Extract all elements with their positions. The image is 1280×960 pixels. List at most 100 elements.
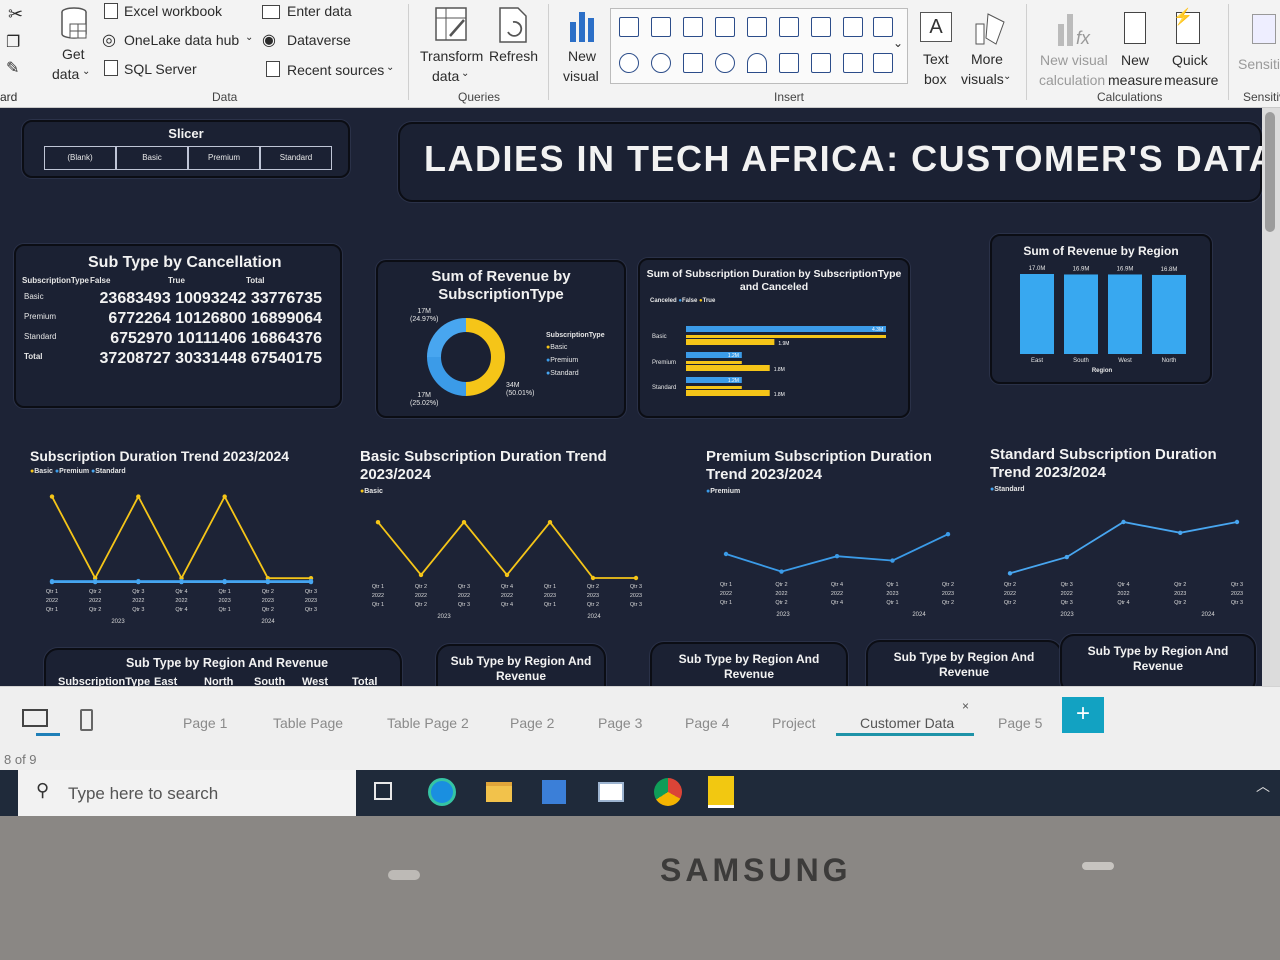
desktop-view-icon[interactable] [22,709,48,727]
bar-label-false: 4.3M [872,327,883,333]
treemap-icon[interactable] [683,53,703,73]
region-revenue-card-4[interactable]: Sub Type by Region And Revenue [1060,634,1256,686]
trend-tick-label: 2023 [630,593,642,599]
donut-chart[interactable] [378,262,624,416]
chrome-icon[interactable] [654,778,682,806]
tab-page-5[interactable]: Page 5 [998,715,1043,731]
region-bar-chart[interactable]: 17.0M East 16.9M South 16.9M West 16.8M North Re… [992,236,1210,382]
trend-tick-label: Qtr 3 [1231,582,1243,588]
task-view-icon[interactable] [374,782,392,800]
laptop-bezel: SAMSUNG [0,816,1280,960]
tab-page-1[interactable]: Page 1 [183,715,228,731]
combo-chart-icon[interactable] [779,17,799,37]
cut-icon[interactable]: ✂ [8,4,24,24]
line-chart-icon[interactable] [811,17,831,37]
tab-page-2[interactable]: Page 2 [510,715,555,731]
copy-icon[interactable]: ❐ [6,34,21,51]
header-west: West [302,676,329,686]
pie-chart-icon[interactable] [619,53,639,73]
tab-table-page[interactable]: Table Page [273,715,344,731]
tab-customer-data[interactable]: Customer Data [860,715,955,731]
trend-tick-label: Qtr 1 [886,582,898,588]
cancellation-table-card[interactable]: Sub Type by Cancellation SubscriptionTyp… [14,244,342,408]
map-icon[interactable] [715,53,735,73]
region-bar-card[interactable]: Sum of Revenue by Region 17.0M East 16.9M S… [990,234,1212,384]
row-label-total: Total [24,352,43,361]
donut-label-basic: 34M (50.01%) [506,382,535,397]
donut-chart-icon[interactable] [651,53,671,73]
area-chart-icon[interactable] [843,17,863,37]
vertical-scrollbar[interactable] [1262,108,1280,686]
trend-tick-label: Qtr 1 [372,584,384,590]
revenue-donut-card[interactable]: Sum of Revenue by SubscriptionType 17M (24… [376,260,626,418]
clustered-bar-icon[interactable] [683,17,703,37]
table-row: 6752970 10111406 16864376 [110,330,322,347]
file-explorer-icon[interactable] [486,782,512,802]
stacked-bar-icon[interactable] [619,17,639,37]
clustered-column-icon[interactable] [715,17,735,37]
slicer-option-standard[interactable]: Standard [260,146,332,170]
table-visual-icon[interactable] [843,53,863,73]
power-bi-icon[interactable] [708,776,734,808]
slicer-option-basic[interactable]: Basic [116,146,188,170]
duration-bar-card[interactable]: Sum of Subscription Duration by Subscrip… [638,258,910,418]
tab-project[interactable]: Project [772,715,816,731]
clipboard-group-label: ard [0,90,18,104]
chevron-up-icon[interactable]: ︿ [1256,778,1270,794]
separator [1026,4,1027,100]
excel-workbook-label: Excel workbook [124,3,223,19]
onelake-label: OneLake data hub [124,32,240,48]
trend-all-visual[interactable]: Subscription Duration Trend 2023/2024 ●B… [30,448,330,638]
trend-tick-label: Qtr 3 [630,602,642,608]
edge-icon[interactable] [428,778,456,806]
gauge-icon[interactable] [747,53,767,73]
trend-premium-visual[interactable]: Premium Subscription Duration Trend 2023/… [706,448,966,638]
chevron-down-icon: ⌄ [245,32,254,43]
sensitivity-label: Sensitiv [1238,56,1280,72]
add-page-button[interactable]: + [1062,697,1104,733]
title-card: LADIES IN TECH AFRICA: CUSTOMER'S DATA [398,122,1262,202]
trend-tick-label: Qtr 2 [89,589,101,595]
slicer-card: Slicer (Blank) Basic Premium Standard [22,120,350,178]
mail-icon[interactable] [598,782,624,802]
bar-true-premium [686,365,770,371]
trend-tick-label: 2022 [501,593,513,599]
card-icon[interactable] [779,53,799,73]
slicer-option-blank[interactable]: (Blank) [44,146,116,170]
mobile-view-icon[interactable] [80,709,93,731]
trend-tick-label: Qtr 2 [262,589,274,595]
gallery-expand-icon[interactable]: ⌄ [893,36,904,50]
trend-point [179,579,184,585]
duration-legend: Canceled ●False ●True [650,298,716,304]
scrollbar-thumb[interactable] [1265,112,1275,232]
close-tab-icon[interactable]: × [962,699,970,713]
tab-table-page-2[interactable]: Table Page 2 [387,715,469,731]
trend-standard-visual[interactable]: Standard Subscription Duration Trend 2023… [990,446,1252,636]
status-bar: 8 of 9 [0,748,1280,770]
store-icon[interactable] [542,780,566,804]
queries-group-label: Queries [458,90,501,104]
visual-gallery[interactable] [610,8,908,84]
multirow-card-icon[interactable] [811,53,831,73]
stacked-100-icon[interactable] [747,17,767,37]
donut-legend-title: SubscriptionType [546,332,605,339]
region-revenue-table-card[interactable]: Sub Type by Region And Revenue Subscript… [44,648,402,686]
waterfall-icon[interactable] [873,17,893,37]
matrix-icon[interactable] [873,53,893,73]
region-bar-label: 17.0M [1029,266,1046,272]
refresh-label: Refresh [489,48,539,64]
trend-tick-label: 2023 [305,598,317,604]
trend-tick-label: Qtr 3 [305,589,317,595]
slicer-option-premium[interactable]: Premium [188,146,260,170]
taskbar-search[interactable]: ⚲ Type here to search [18,770,356,816]
stacked-column-icon[interactable] [651,17,671,37]
format-painter-icon[interactable]: ✎ [6,60,20,77]
tab-page-4[interactable]: Page 4 [685,715,730,731]
trend-basic-visual[interactable]: Basic Subscription Duration Trend 2023/20… [360,448,660,638]
tab-page-3[interactable]: Page 3 [598,715,643,731]
region-revenue-card-3[interactable]: Sub Type by Region And Revenue [866,640,1062,686]
region-revenue-card-1[interactable]: Sub Type by Region And Revenue [436,644,606,686]
bar-false-premium [686,352,742,358]
region-revenue-card-2[interactable]: Sub Type by Region And Revenue [650,642,848,686]
duration-bar-chart[interactable]: Basic 4.3M 1.9M Premium 1.2M 1.8M Standard 1.2M… [640,260,908,416]
